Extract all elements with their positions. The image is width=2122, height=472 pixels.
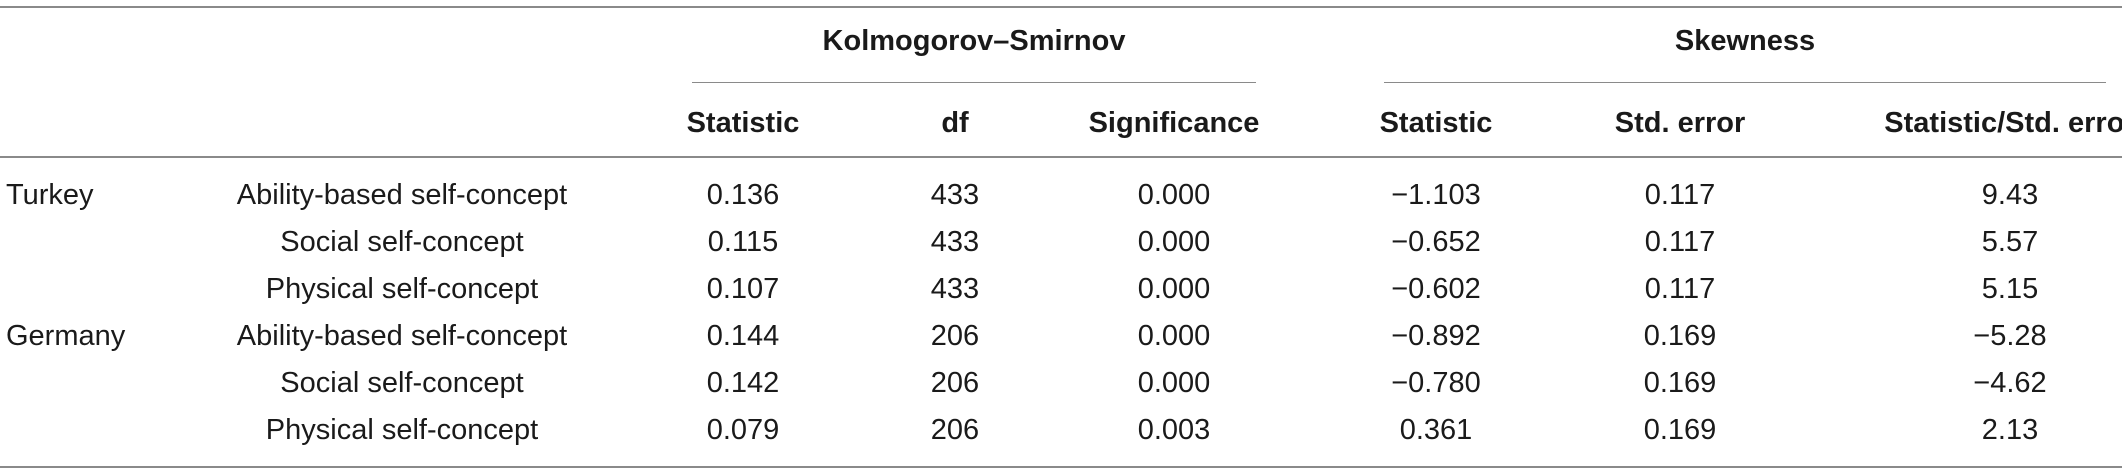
cell-ratio: −5.28 bbox=[1973, 320, 2047, 352]
cell-skew-statistic: −0.780 bbox=[1391, 367, 1481, 399]
row-measure: Physical self-concept bbox=[265, 273, 539, 305]
column-header-statistic-over-std-error: Statistic/Std. error bbox=[1884, 107, 2122, 139]
row-measure: Social self-concept bbox=[280, 226, 524, 258]
cell-ks-statistic: 0.107 bbox=[706, 273, 780, 305]
column-header-ks-statistic: Statistic bbox=[686, 107, 800, 139]
cell-df: 206 bbox=[930, 367, 980, 399]
group-rule-skewness bbox=[1384, 82, 2106, 83]
cell-skew-statistic: −1.103 bbox=[1391, 179, 1481, 211]
cell-df: 206 bbox=[930, 320, 980, 352]
cell-ks-statistic: 0.136 bbox=[706, 179, 780, 211]
column-header-skew-statistic: Statistic bbox=[1379, 107, 1493, 139]
cell-ks-statistic: 0.079 bbox=[706, 414, 780, 446]
cell-std-error: 0.117 bbox=[1644, 226, 1716, 258]
cell-ks-statistic: 0.115 bbox=[707, 226, 779, 258]
cell-skew-statistic: −0.652 bbox=[1391, 226, 1481, 258]
cell-significance: 0.000 bbox=[1137, 179, 1211, 211]
cell-df: 206 bbox=[930, 414, 980, 446]
column-header-significance: Significance bbox=[1088, 107, 1260, 139]
cell-ratio: 5.57 bbox=[1981, 226, 2039, 258]
row-country: Germany bbox=[6, 320, 126, 352]
cell-df: 433 bbox=[930, 179, 980, 211]
cell-std-error: 0.117 bbox=[1644, 179, 1716, 211]
cell-ks-statistic: 0.144 bbox=[706, 320, 780, 352]
cell-df: 433 bbox=[930, 273, 980, 305]
row-country: Turkey bbox=[6, 179, 94, 211]
group-header-kolmogorov-smirnov: Kolmogorov–Smirnov bbox=[822, 25, 1126, 57]
cell-ratio: −4.62 bbox=[1973, 367, 2047, 399]
cell-ks-statistic: 0.142 bbox=[706, 367, 780, 399]
cell-significance: 0.000 bbox=[1137, 273, 1211, 305]
table-bottom-rule bbox=[0, 466, 2122, 468]
group-header-skewness: Skewness bbox=[1674, 25, 1816, 57]
cell-ratio: 2.13 bbox=[1981, 414, 2039, 446]
cell-significance: 0.000 bbox=[1137, 367, 1211, 399]
column-header-std-error: Std. error bbox=[1614, 107, 1746, 139]
cell-significance: 0.000 bbox=[1137, 226, 1211, 258]
cell-skew-statistic: −0.892 bbox=[1391, 320, 1481, 352]
cell-std-error: 0.169 bbox=[1643, 414, 1717, 446]
cell-significance: 0.000 bbox=[1137, 320, 1211, 352]
cell-ratio: 5.15 bbox=[1981, 273, 2039, 305]
row-measure: Ability-based self-concept bbox=[236, 179, 568, 211]
cell-ratio: 9.43 bbox=[1981, 179, 2039, 211]
cell-skew-statistic: −0.602 bbox=[1391, 273, 1481, 305]
cell-std-error: 0.169 bbox=[1643, 320, 1717, 352]
table-header-rule bbox=[0, 156, 2122, 158]
table-top-rule bbox=[0, 6, 2122, 8]
row-measure: Social self-concept bbox=[280, 367, 524, 399]
cell-skew-statistic: 0.361 bbox=[1399, 414, 1473, 446]
row-measure: Physical self-concept bbox=[265, 414, 539, 446]
cell-std-error: 0.169 bbox=[1643, 367, 1717, 399]
column-header-df: df bbox=[941, 107, 969, 139]
cell-significance: 0.003 bbox=[1137, 414, 1211, 446]
cell-std-error: 0.117 bbox=[1644, 273, 1716, 305]
cell-df: 433 bbox=[930, 226, 980, 258]
row-measure: Ability-based self-concept bbox=[236, 320, 568, 352]
group-rule-ks bbox=[692, 82, 1256, 83]
